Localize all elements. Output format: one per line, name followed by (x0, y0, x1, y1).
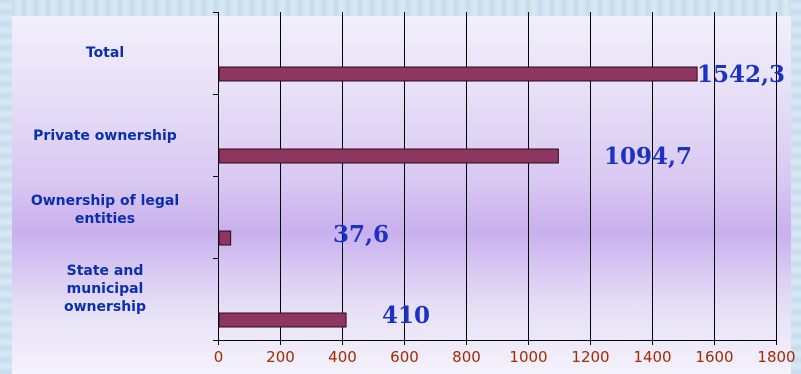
x-tick-label: 1400 (633, 348, 671, 366)
bar (218, 230, 232, 246)
category-label-line: State and (66, 263, 144, 279)
category-label-line: municipal (66, 281, 144, 297)
x-tick-label: 200 (266, 348, 295, 366)
value-label: 1542,3 (697, 61, 786, 88)
x-tick-label: 1600 (695, 348, 733, 366)
value-label: 1094,7 (604, 143, 693, 170)
category-label-line: Total (85, 45, 125, 61)
category-label-line: ownership (63, 299, 147, 315)
x-tick-label: 400 (328, 348, 357, 366)
category-label-line: Ownership of legal (30, 193, 180, 209)
x-tick-label: 1000 (509, 348, 547, 366)
x-tick-label: 0 (214, 348, 224, 366)
value-label: 37,6 (333, 221, 390, 248)
decorative-top-band (0, 0, 801, 16)
x-tick-label: 1800 (757, 348, 795, 366)
bar (218, 148, 559, 164)
category-label: State and municipal ownership (5, 262, 205, 316)
category-label: Private ownership (5, 127, 205, 145)
bar (218, 312, 347, 328)
value-label: 410 (382, 302, 431, 329)
category-label-line: Private ownership (33, 128, 177, 144)
x-tick-label: 800 (452, 348, 481, 366)
category-label: Ownership of legal entities (2, 192, 208, 228)
x-tick-label: 600 (390, 348, 419, 366)
decorative-left-band (0, 0, 12, 374)
decorative-right-band (791, 0, 801, 374)
category-label-line: entities (74, 211, 136, 227)
category-label: Total (5, 44, 205, 62)
bar (218, 66, 698, 82)
x-tick-label: 1200 (571, 348, 609, 366)
